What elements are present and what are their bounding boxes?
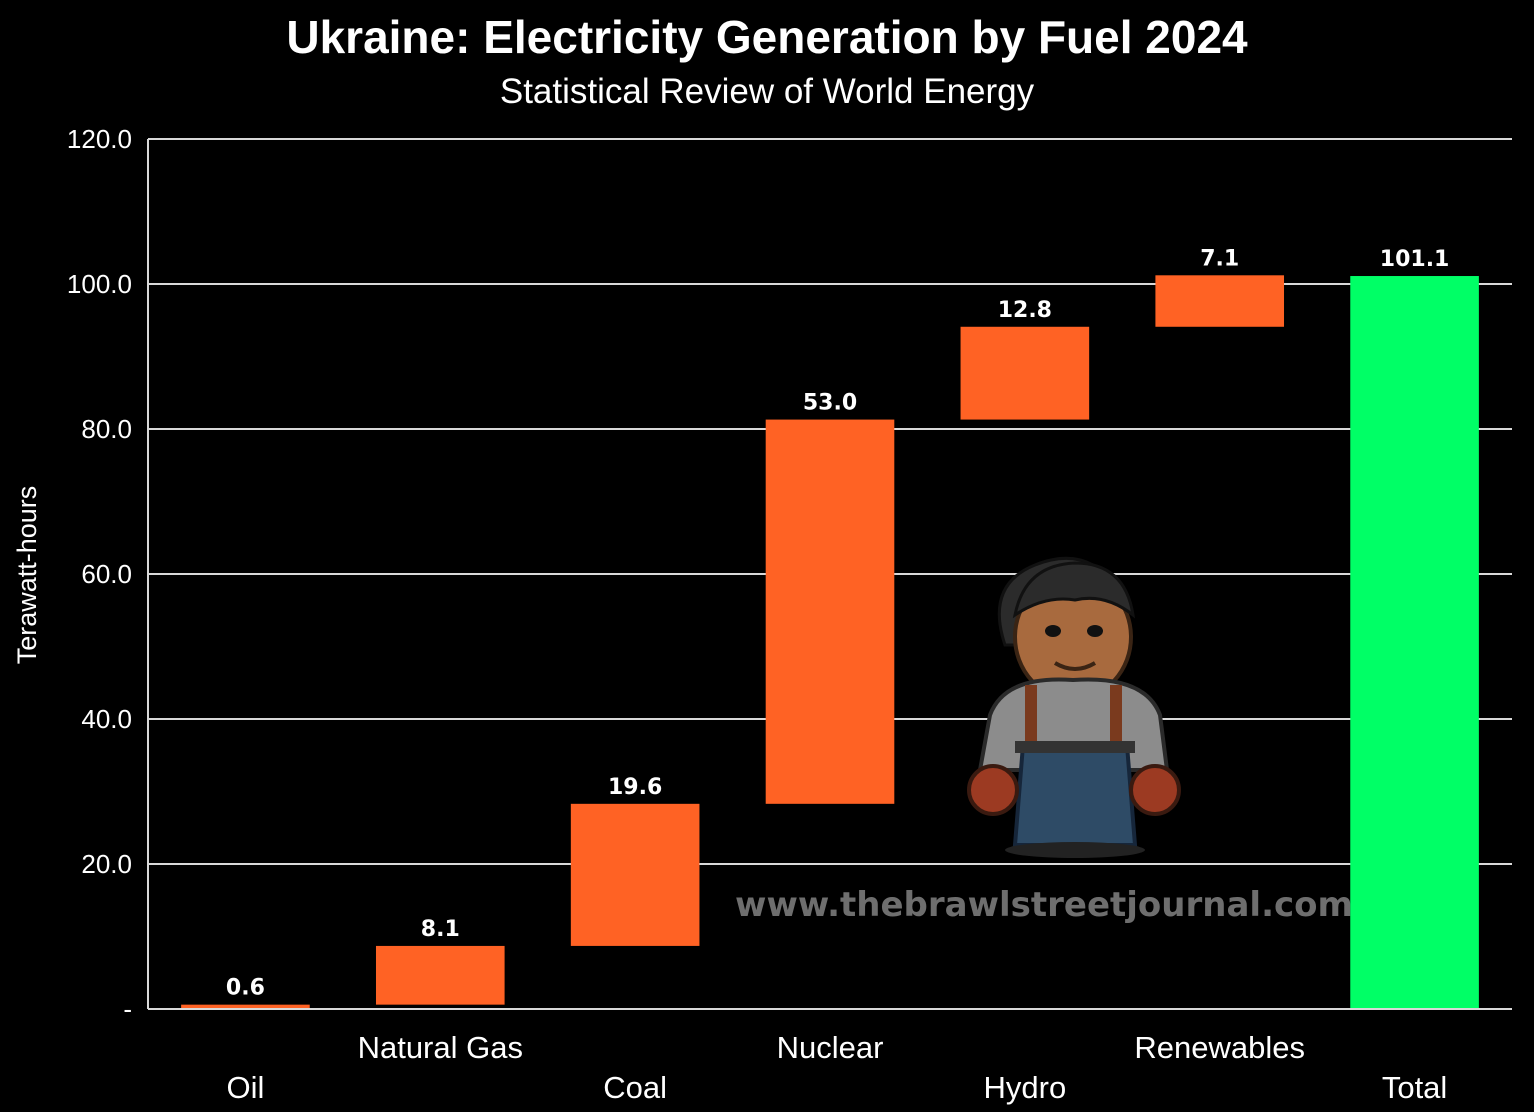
category-labels: Oil Natural Gas Coal Nuclear Hydro Renewables… [226,1030,1447,1105]
y-tick-label: 120.0 [67,124,132,154]
increment-bar [765,419,895,804]
category-label: Renewables [1134,1030,1305,1065]
y-tick-label: 40.0 [81,704,132,734]
chart-subtitle: Statistical Review of World Energy [500,72,1035,111]
watermark-text: www.thebrawlstreetjournal.com [735,885,1353,925]
increment-bar [181,1004,310,1009]
data-label: 8.1 [421,917,460,942]
category-label: Total [1382,1070,1447,1105]
data-label: 12.8 [998,298,1052,323]
bars [181,275,1479,1009]
y-axis-ticks: - 20.0 40.0 60.0 80.0 100.0 120.0 [67,124,132,1024]
increment-bar [375,945,505,1005]
y-tick-label: 20.0 [81,849,132,879]
data-label: 7.1 [1200,246,1239,271]
category-label: Oil [226,1070,264,1105]
y-tick-label: 80.0 [81,414,132,444]
increment-bar [960,326,1090,420]
y-tick-label: 60.0 [81,559,132,589]
category-label: Natural Gas [358,1030,523,1065]
y-axis-label: Terawatt-hours [12,486,42,665]
chart-title: Ukraine: Electricity Generation by Fuel … [286,11,1248,63]
y-tick-label: - [123,994,132,1024]
y-tick-label: 100.0 [67,269,132,299]
data-label: 53.0 [803,391,857,416]
category-label: Coal [603,1070,667,1105]
increment-bar [570,803,700,946]
data-label: 101.1 [1380,247,1450,272]
mechanic-mascot-icon [967,556,1181,858]
increment-bar [1155,275,1285,327]
total-bar [1350,276,1479,1009]
category-label: Hydro [984,1070,1067,1105]
data-label: 0.6 [226,976,265,1001]
data-labels: 0.6 8.1 19.6 53.0 12.8 7.1 101.1 [226,246,1449,1000]
data-label: 19.6 [608,775,662,800]
category-label: Nuclear [777,1030,884,1065]
